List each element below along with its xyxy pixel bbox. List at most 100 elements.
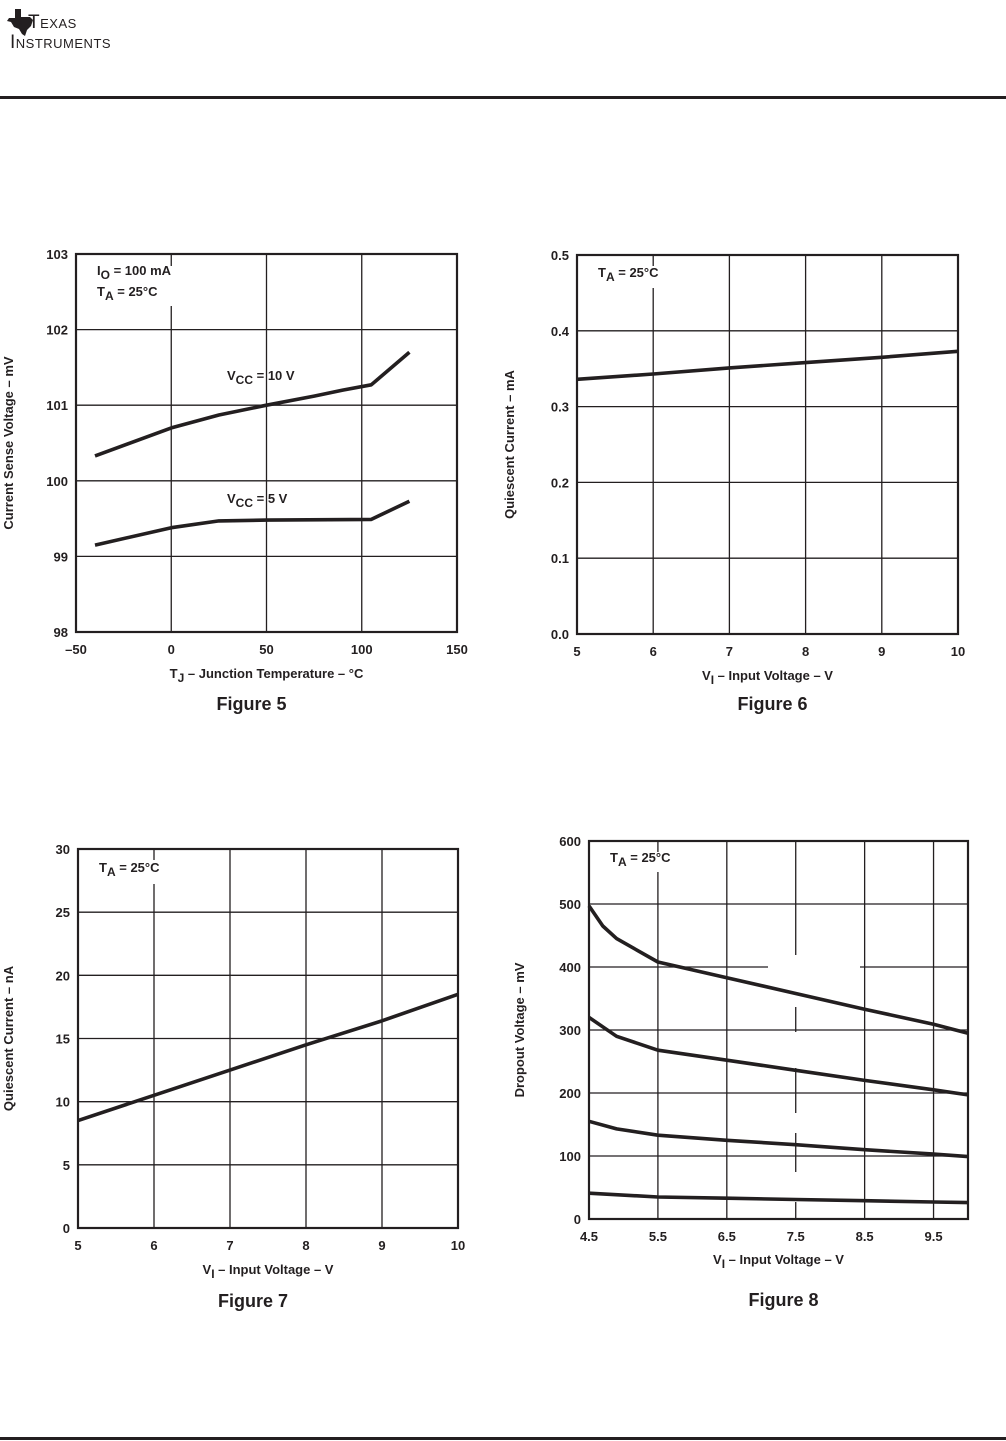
x-tick-label: 0 (168, 642, 175, 657)
y-tick-label: 0.5 (551, 248, 569, 263)
y-tick-label: 0 (574, 1212, 581, 1227)
x-tick-label: 8.5 (856, 1229, 874, 1244)
series-label: VCC = 10 V (227, 368, 295, 387)
series-line-2 (94, 499, 411, 547)
label-knockout (790, 1172, 802, 1202)
figure-caption: Figure 8 (748, 1290, 818, 1310)
x-axis-label: VI – Input Voltage – V (702, 668, 833, 687)
x-tick-label: 8 (302, 1238, 309, 1253)
y-tick-label: 0.3 (551, 400, 569, 415)
series-line-1 (77, 992, 459, 1123)
x-tick-label: 6 (650, 644, 657, 659)
chart-fig5: VCC = 10 V VCC = 5 V –50 0 50 100 150 98 99 100 10… (1, 247, 468, 714)
x-tick-label: 9 (878, 644, 885, 659)
x-tick-label: 7 (226, 1238, 233, 1253)
y-tick-label: 100 (559, 1149, 581, 1164)
y-tick-label: 0.4 (551, 324, 570, 339)
series-label: VCC = 5 V (227, 491, 288, 510)
condition-annotation: TA = 25°C (97, 284, 158, 303)
x-tick-label: 6 (150, 1238, 157, 1253)
y-tick-label: 20 (56, 968, 70, 983)
y-tick-label: 0.1 (551, 551, 569, 566)
x-tick-label: 9 (378, 1238, 385, 1253)
label-knockout (150, 860, 160, 884)
plot-frame (74, 252, 459, 634)
y-tick-label: 5 (63, 1158, 70, 1173)
y-tick-label: 98 (54, 625, 68, 640)
x-tick-label: 100 (351, 642, 373, 657)
condition-annotation: IO = 100 mA (97, 263, 172, 282)
y-tick-label: 30 (56, 842, 70, 857)
label-knockout (790, 955, 802, 1007)
series-line-4 (588, 1191, 969, 1205)
y-axis-label: Quiescent Current – nA (1, 965, 16, 1111)
x-tick-label: 7 (726, 644, 733, 659)
ti-texas-state-logo-icon: ti (7, 9, 33, 36)
x-tick-label: –50 (65, 642, 87, 657)
y-tick-label: 500 (559, 897, 581, 912)
x-axis-label: VI – Input Voltage – V (713, 1252, 844, 1271)
x-tick-label: 6.5 (718, 1229, 736, 1244)
y-tick-label: 102 (46, 323, 68, 338)
condition-annotation: TA = 25°C (99, 860, 160, 879)
condition-annotation: TA = 25°C (610, 850, 671, 869)
label-knockout (768, 955, 860, 985)
y-tick-label: 25 (56, 905, 70, 920)
chart-fig8: 4.5 5.5 6.5 7.5 8.5 9.5 0 100 200 300 400 500 600 TA … (512, 834, 970, 1310)
label-knockout (790, 1032, 802, 1068)
svg-text:ti: ti (17, 17, 23, 27)
y-tick-label: 200 (559, 1086, 581, 1101)
y-tick-label: 103 (46, 247, 68, 262)
label-knockout (654, 852, 664, 872)
figure-caption: Figure 5 (216, 694, 286, 714)
x-tick-label: 8 (802, 644, 809, 659)
plot-frame (587, 839, 970, 1221)
y-tick-label: 600 (559, 834, 581, 849)
y-tick-label: 100 (46, 474, 68, 489)
label-knockout (168, 266, 178, 306)
brand-line-2: Instruments (10, 32, 112, 53)
series-line-1 (587, 904, 969, 1035)
header-rule (0, 96, 1006, 99)
x-axis-label: TJ – Junction Temperature – °C (170, 666, 364, 685)
y-tick-label: 0 (63, 1221, 70, 1236)
figure-caption: Figure 6 (737, 694, 807, 714)
plot-frame (575, 253, 960, 636)
x-tick-label: 5 (74, 1238, 81, 1253)
x-tick-label: 10 (951, 644, 965, 659)
label-knockout (790, 1113, 802, 1133)
y-tick-label: 400 (559, 960, 581, 975)
y-tick-label: 101 (46, 398, 68, 413)
chart-fig6: 5 6 7 8 9 10 0.0 0.1 0.2 0.3 0.4 0.5 TA = 25°C VI – I… (502, 248, 965, 714)
brand-line-1: Texas (28, 12, 77, 33)
y-axis-label: Dropout Voltage – mV (512, 962, 527, 1097)
y-tick-label: 15 (56, 1032, 70, 1047)
y-axis-label: Quiescent Current – mA (502, 369, 517, 518)
y-tick-label: 99 (54, 549, 68, 564)
series-line-2 (587, 1015, 969, 1097)
y-tick-label: 0.0 (551, 627, 569, 642)
x-tick-label: 150 (446, 642, 468, 657)
x-tick-label: 4.5 (580, 1229, 598, 1244)
y-tick-label: 0.2 (551, 475, 569, 490)
ti-logo: ti Texas Instruments (6, 6, 156, 53)
x-tick-label: 5 (573, 644, 580, 659)
x-axis-label: VI – Input Voltage – V (203, 1262, 334, 1281)
footer-rule (0, 1437, 1006, 1440)
y-axis-label: Current Sense Voltage – mV (1, 356, 16, 529)
series-line-3 (588, 1119, 969, 1159)
figure-caption: Figure 7 (218, 1291, 288, 1311)
plot-frame (76, 847, 460, 1230)
y-tick-label: 300 (559, 1023, 581, 1038)
x-tick-label: 10 (451, 1238, 465, 1253)
x-tick-label: 9.5 (925, 1229, 943, 1244)
series-line-1 (576, 349, 959, 382)
x-tick-label: 7.5 (787, 1229, 805, 1244)
series-line-1 (94, 350, 411, 458)
x-tick-label: 5.5 (649, 1229, 667, 1244)
y-tick-label: 10 (56, 1095, 70, 1110)
x-tick-label: 50 (259, 642, 273, 657)
condition-annotation: TA = 25°C (598, 265, 659, 284)
label-knockout (649, 266, 659, 288)
